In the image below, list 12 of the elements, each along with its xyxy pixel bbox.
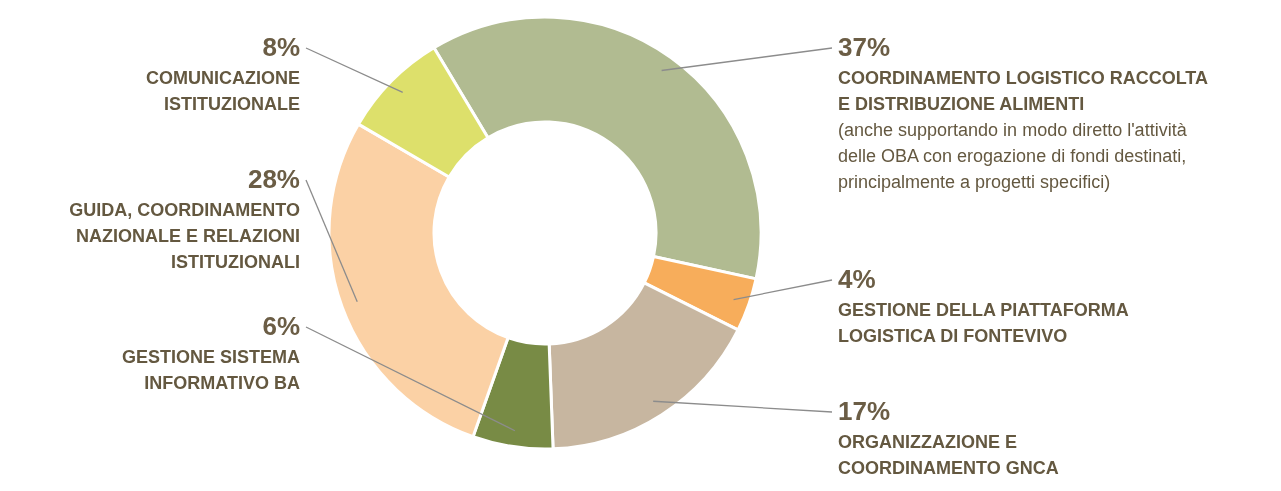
slice-label: ORGANIZZAZIONE E COORDINAMENTO GNCA: [838, 432, 1059, 478]
data-label: 4%: [838, 264, 876, 294]
slice-label: COMUNICAZIONE ISTITUZIONALE: [146, 68, 300, 114]
slice-label: GESTIONE SISTEMA INFORMATIVO BA: [121, 347, 300, 393]
data-label: 17%: [838, 396, 891, 426]
category-label: COORDINAMENTO LOGISTICO RACCOLTA E DISTRIBUZIONE ALIMENTI (anche supportando in modo diretto l'attività delle OBA con erogazione di fondi destinati, principalmente a progetti specifici): [838, 68, 1208, 192]
slice-label: GESTIONE DELLA PIATTAFORMA LOGISTICA DI FONTEVIVO: [838, 300, 1129, 346]
data-label: 37%: [838, 32, 891, 62]
data-label: 28%: [247, 164, 300, 194]
data-label: 6%: [262, 311, 300, 341]
slice-label: GUIDA, COORDINAMENTO NAZIONALE E RELAZIONI ISTITUZIONALI: [69, 200, 300, 272]
data-label: 8%: [262, 32, 300, 62]
